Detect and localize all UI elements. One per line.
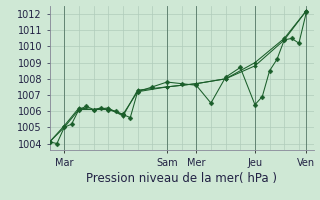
X-axis label: Pression niveau de la mer( hPa ): Pression niveau de la mer( hPa ) (86, 172, 277, 185)
